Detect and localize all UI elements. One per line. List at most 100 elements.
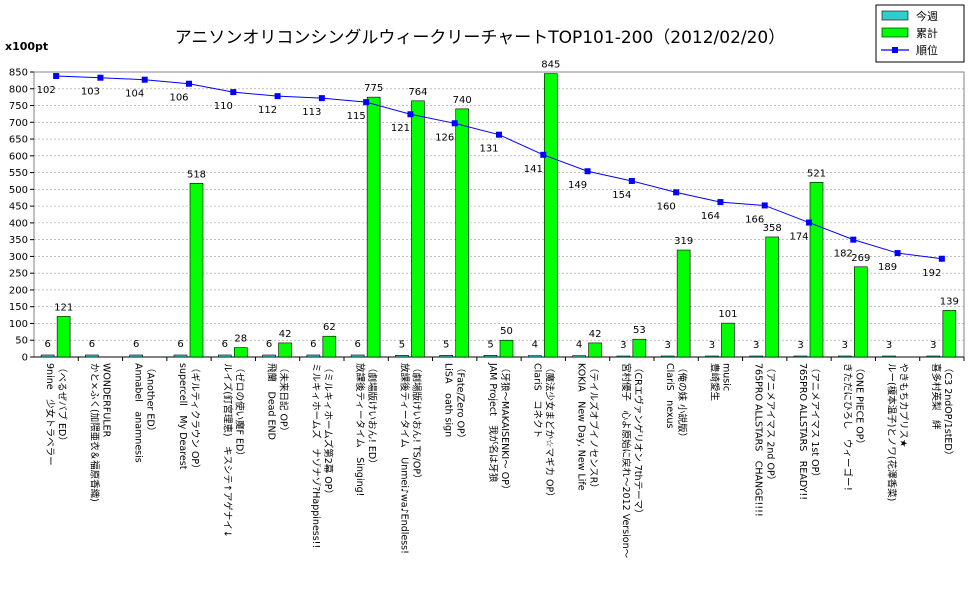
- bar-cumulative: [942, 310, 957, 358]
- rank-point: [97, 74, 104, 81]
- bar-weekly: [483, 355, 498, 358]
- data-label-weekly: 6: [354, 339, 360, 350]
- category-label-line: （ミルキィホームズ第2幕 OP）: [322, 363, 334, 499]
- rank-label: 112: [258, 105, 277, 116]
- y-tick-label: 450: [9, 202, 28, 213]
- data-label-cumulative: 518: [187, 169, 206, 180]
- y-tick-label: 150: [9, 302, 28, 313]
- rank-point: [850, 236, 857, 243]
- data-label-cumulative: 62: [323, 322, 336, 333]
- bar-weekly: [527, 355, 542, 358]
- data-label-cumulative: 53: [633, 325, 646, 336]
- bar-weekly: [129, 354, 144, 358]
- category-label-line: supercell My Dearest: [177, 363, 188, 470]
- rank-point: [186, 80, 192, 87]
- y-tick-label: 300: [9, 252, 28, 263]
- y-tick-label: 250: [9, 269, 28, 280]
- category-label: ルー(榎本温子)とノワ(花澤香菜) やきもちカプリス★: [886, 363, 909, 501]
- category-label: 9nine 少女トラベラー （べるぜバブ ED）: [44, 363, 68, 466]
- category-label-line: （ゼロの使い魔F ED）: [233, 363, 245, 461]
- data-label-cumulative: 358: [763, 223, 782, 234]
- category-label: LiSA oath sign （Fate/Zero OP）: [443, 363, 467, 443]
- chart-title: アニソンオリコンシングルウィークリーチャートTOP101-200（2012/02…: [175, 28, 786, 48]
- category-label: 豊崎愛生 music: [708, 363, 731, 402]
- y-tick-label: 800: [9, 84, 28, 95]
- category-label-line: （テイルズオブイノセンスR）: [588, 363, 600, 493]
- bar-weekly: [837, 355, 852, 358]
- category-label-line: LiSA oath sign: [443, 363, 454, 437]
- y-tick-label: 0: [22, 353, 28, 364]
- bar-weekly: [793, 355, 808, 358]
- data-label-cumulative: 775: [364, 83, 383, 94]
- category-label: ClariS nexus （俺の妹 小説版）: [664, 363, 688, 442]
- data-label-weekly: 3: [797, 340, 803, 351]
- rank-label: 160: [657, 201, 676, 212]
- rank-label: 126: [435, 132, 454, 143]
- bar-cumulative: [809, 182, 824, 358]
- category-label: 飛蘭 Dead END （未来日記 OP）: [266, 363, 290, 440]
- rank-point: [761, 202, 768, 209]
- data-label-cumulative: 42: [589, 329, 602, 340]
- rank-label: 104: [125, 89, 144, 100]
- category-label: Annabel anamnesis （Another ED）: [133, 363, 157, 463]
- bar-weekly: [306, 354, 321, 358]
- rank-label: 154: [612, 190, 631, 201]
- rank-label: 131: [479, 144, 498, 155]
- bar-cumulative: [721, 322, 735, 358]
- category-label: JAM Project 我が名は牙狼 （牙狼～MAKAISENKI～ OP）: [487, 362, 511, 494]
- bar-cumulative: [676, 249, 691, 358]
- data-label-weekly: 3: [709, 340, 715, 351]
- data-label-weekly: 6: [266, 339, 272, 350]
- category-label-line: （Fate/Zero OP）: [455, 363, 467, 443]
- data-label-weekly: 3: [620, 340, 626, 351]
- data-label-weekly: 3: [886, 340, 892, 351]
- category-label-line: （C3 2ndOP/1stED）: [942, 363, 954, 460]
- y-tick-label: 850: [9, 68, 28, 79]
- bar-cumulative: [233, 347, 248, 358]
- plot-border: [33, 71, 965, 358]
- bar-weekly: [572, 355, 586, 358]
- data-label-cumulative: 845: [541, 60, 560, 71]
- bar-weekly: [749, 355, 764, 358]
- data-label-weekly: 3: [842, 340, 848, 351]
- bar-weekly: [926, 355, 941, 358]
- bar-weekly: [40, 354, 55, 358]
- data-label-cumulative: 740: [453, 95, 472, 106]
- category-label-line: ClariS nexus: [664, 363, 675, 429]
- bar-cumulative: [543, 73, 558, 358]
- data-label-cumulative: 269: [851, 253, 870, 264]
- rank-label: 103: [81, 87, 100, 98]
- category-label-line: WONDERFULER: [100, 363, 111, 438]
- category-label-line: （俺の妹 小説版）: [676, 363, 688, 442]
- category-label-line: （CRエヴァンゲリオン 7thテーマ）: [632, 363, 644, 519]
- bar-weekly: [882, 355, 896, 358]
- legend-label: 今週: [916, 9, 938, 23]
- bar-cumulative: [632, 338, 647, 358]
- category-label-line: 宮村優子 心よ原始に戻れ～2012 Version～: [620, 363, 632, 559]
- y-tick-label: 200: [9, 285, 28, 296]
- y-tick-label: 650: [9, 135, 28, 146]
- bar-weekly: [262, 354, 276, 358]
- rank-point: [363, 99, 370, 106]
- rank-point: [451, 120, 458, 127]
- data-label-cumulative: 42: [279, 329, 292, 340]
- category-label-line: （べるぜバブ ED）: [56, 363, 68, 446]
- category-label-line: かと×ふく(加隈亜衣＆福原香織): [88, 363, 100, 502]
- rank-label: 182: [834, 249, 853, 260]
- data-label-cumulative: 121: [54, 302, 73, 313]
- category-label-line: 豊崎愛生: [708, 363, 720, 402]
- rank-point: [53, 73, 60, 80]
- category-label-line: 喜多村英梨 絆: [930, 363, 942, 430]
- category-label-line: ルー(榎本温子)とノワ(花澤香菜): [886, 363, 898, 501]
- bar-weekly: [173, 354, 188, 358]
- category-label: ルイズ(釘宮理恵) キスシテ↑アゲナイ↓ （ゼロの使い魔F ED）: [221, 363, 245, 538]
- bar-weekly: [660, 355, 675, 358]
- data-label-weekly: 5: [399, 339, 405, 350]
- y-tick-label: 100: [9, 319, 28, 330]
- rank-point: [628, 177, 635, 184]
- category-label-line: JAM Project 我が名は牙狼: [487, 362, 499, 483]
- bar-cumulative: [278, 342, 292, 358]
- category-label-line: （アニメアイマス 1st OP）: [809, 363, 821, 482]
- data-label-cumulative: 101: [718, 309, 737, 320]
